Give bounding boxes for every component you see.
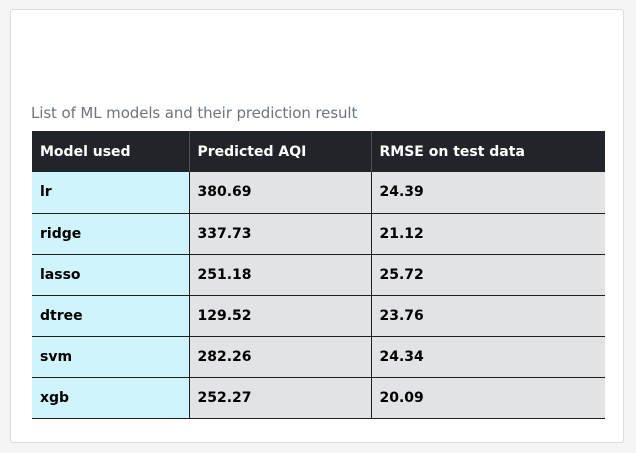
table-body: lr 380.69 24.39 ridge 337.73 21.12 lasso… <box>32 172 605 419</box>
table-header: Model used Predicted AQI RMSE on test da… <box>32 131 605 172</box>
predicted-aqi-cell: 252.27 <box>189 377 372 419</box>
rmse-cell: 24.39 <box>371 172 605 214</box>
table-row: ridge 337.73 21.12 <box>32 213 605 255</box>
predicted-aqi-cell: 282.26 <box>189 336 372 378</box>
predicted-aqi-cell: 129.52 <box>189 295 372 337</box>
model-name-cell: xgb <box>32 377 190 419</box>
model-name-cell: dtree <box>32 295 190 337</box>
model-name-cell: ridge <box>32 213 190 255</box>
rmse-cell: 20.09 <box>371 377 605 419</box>
model-name-cell: lasso <box>32 254 190 296</box>
predicted-aqi-cell: 380.69 <box>189 172 372 214</box>
rmse-cell: 24.34 <box>371 336 605 378</box>
table-row: xgb 252.27 20.09 <box>32 377 605 419</box>
predicted-aqi-cell: 251.18 <box>189 254 372 296</box>
rmse-cell: 25.72 <box>371 254 605 296</box>
model-name-cell: svm <box>32 336 190 378</box>
model-name-cell: lr <box>32 172 190 214</box>
header-rmse: RMSE on test data <box>371 131 605 172</box>
header-row: Model used Predicted AQI RMSE on test da… <box>32 131 605 172</box>
table-row: lr 380.69 24.39 <box>32 172 605 214</box>
table-caption: List of ML models and their prediction r… <box>31 104 358 122</box>
results-table: Model used Predicted AQI RMSE on test da… <box>32 131 605 419</box>
header-model-used: Model used <box>32 131 190 172</box>
header-predicted-aqi: Predicted AQI <box>189 131 372 172</box>
table-row: lasso 251.18 25.72 <box>32 254 605 296</box>
table-row: dtree 129.52 23.76 <box>32 295 605 337</box>
rmse-cell: 21.12 <box>371 213 605 255</box>
results-card: List of ML models and their prediction r… <box>10 9 624 443</box>
predicted-aqi-cell: 337.73 <box>189 213 372 255</box>
rmse-cell: 23.76 <box>371 295 605 337</box>
table-row: svm 282.26 24.34 <box>32 336 605 378</box>
